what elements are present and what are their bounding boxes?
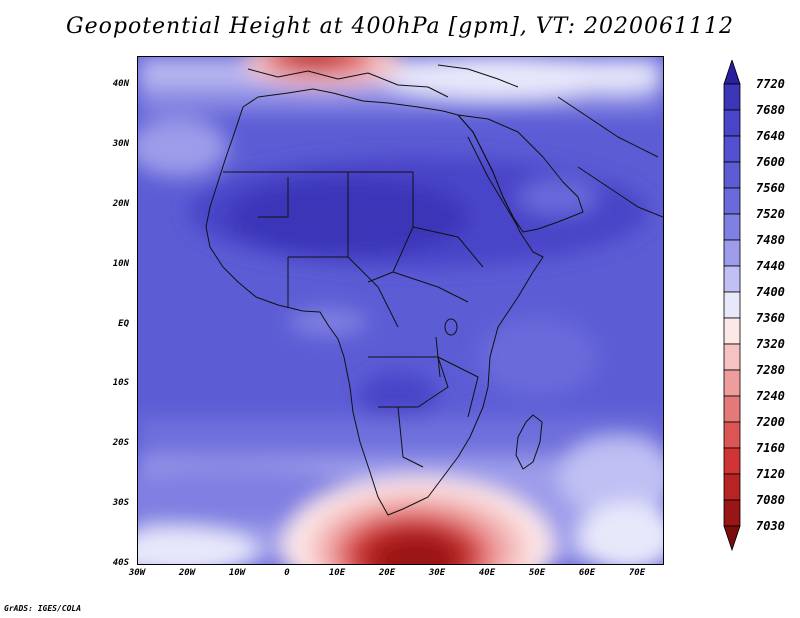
lon-label: 20E: [378, 568, 396, 578]
footer-credit: GrADS: IGES/COLA: [4, 604, 82, 613]
colorbar-level-label: 7120: [756, 467, 785, 481]
colorbar-swatch: [723, 447, 741, 475]
lat-label: 10N: [112, 258, 129, 269]
colorbar-swatch: [723, 473, 741, 501]
colorbar-swatch: [723, 83, 741, 111]
colorbar-swatches: [723, 58, 741, 552]
colorbar-top-triangle: [723, 58, 741, 85]
colorbar-level-label: 7400: [756, 285, 785, 299]
colorbar-swatch: [723, 265, 741, 293]
lon-label: 40E: [478, 568, 496, 578]
lon-label: 30E: [428, 568, 446, 578]
colorbar-level-label: 7280: [756, 363, 785, 377]
lake-tanganyika: [435, 336, 441, 378]
colorbar-level-label: 7360: [756, 311, 785, 325]
field-contours: [138, 57, 663, 564]
colorbar-level-label: 7080: [756, 493, 785, 507]
lat-label: 40N: [112, 79, 129, 89]
lon-label: 0: [284, 568, 290, 578]
lat-label: 30N: [112, 138, 129, 149]
colorbar-level-label: 7640: [756, 129, 785, 143]
colorbar-swatch: [723, 161, 741, 189]
geopotential-map: [137, 56, 664, 565]
madagascar-outline: [515, 414, 543, 470]
lat-label: 20S: [112, 438, 129, 449]
lon-label: 60E: [578, 568, 596, 578]
lat-label: 20N: [112, 198, 129, 209]
colorbar-level-label: 7480: [756, 233, 785, 247]
colorbar-level-label: 7240: [756, 389, 785, 403]
colorbar-swatch: [723, 187, 741, 215]
colorbar-level-label: 7520: [756, 207, 785, 221]
lat-label: 10S: [112, 378, 129, 389]
colorbar-swatch: [723, 395, 741, 423]
arabia-outline: [457, 114, 584, 233]
colorbar-swatch: [723, 421, 741, 449]
colorbar-swatch: [723, 499, 741, 527]
lake-victoria: [444, 318, 458, 336]
colorbar-swatch: [723, 343, 741, 371]
colorbar-level-label: 7030: [756, 519, 785, 533]
latitude-axis: 40N 30N 20N 10N EQ 10S 20S 30S 40S: [95, 56, 129, 568]
colorbar-swatch: [723, 213, 741, 241]
lon-label: 70E: [628, 568, 646, 578]
lon-label: 30W: [128, 568, 146, 578]
colorbar-level-label: 7600: [756, 155, 785, 169]
lat-label: EQ: [118, 318, 129, 329]
lon-label: 50E: [528, 568, 546, 578]
colorbar-swatch: [723, 317, 741, 345]
eurasia-coast: [247, 64, 663, 218]
colorbar-swatch: [723, 239, 741, 267]
lon-label: 10E: [328, 568, 346, 578]
red-sea-coast: [467, 136, 519, 228]
africa-outline: [205, 88, 544, 516]
lon-label: 20W: [178, 568, 196, 578]
country-borders: [223, 171, 484, 468]
lon-label: 10W: [228, 568, 246, 578]
colorbar: 7720 7680 7640 7600 7560 7520 7480 7440 7400 7360…: [720, 58, 800, 560]
colorbar-level-label: 7440: [756, 259, 785, 273]
lat-label: 30S: [112, 498, 129, 509]
colorbar-swatch: [723, 109, 741, 137]
colorbar-level-label: 7200: [756, 415, 785, 429]
colorbar-swatch: [723, 135, 741, 163]
map-title: Geopotential Height at 400hPa [gpm], VT:…: [66, 14, 734, 39]
coastlines: [205, 64, 663, 516]
colorbar-level-label: 7560: [756, 181, 785, 195]
colorbar-level-label: 7680: [756, 103, 785, 117]
colorbar-level-label: 7320: [756, 337, 785, 351]
lat-label: 40S: [112, 558, 129, 568]
longitude-axis: 30W 20W 10W 0 10E 20E 30E 40E 50E 60E 70E: [129, 568, 662, 582]
colorbar-swatch: [723, 291, 741, 319]
colorbar-level-label: 7160: [756, 441, 785, 455]
colorbar-bottom-triangle: [723, 525, 741, 552]
colorbar-swatch: [723, 369, 741, 397]
colorbar-level-label: 7720: [756, 77, 785, 91]
map-canvas: [138, 57, 663, 564]
